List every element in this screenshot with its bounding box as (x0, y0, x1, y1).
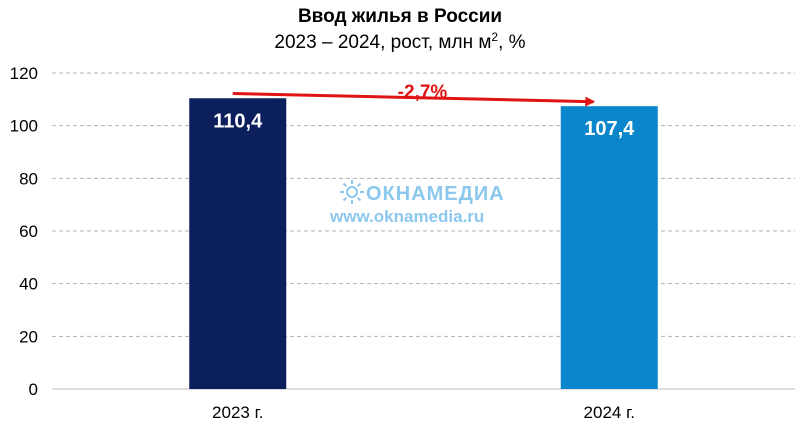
chart-title: Ввод жилья в России (298, 6, 502, 27)
y-tick-label: 60 (19, 222, 38, 241)
subtitle-main: 2023 – 2024, рост, млн м (274, 32, 491, 53)
sun-logo-icon (340, 180, 364, 204)
gridlines (52, 72, 795, 337)
watermark: ОКНАМЕДИА www.oknamedia.ru (329, 180, 505, 226)
chart-subtitle: 2023 – 2024, рост, млн м2, % (274, 30, 525, 53)
subtitle-superscript: 2 (491, 30, 498, 44)
bar (560, 106, 658, 390)
bar-value-label: 107,4 (584, 118, 635, 140)
bars: 110,4 107,4 (189, 98, 658, 390)
subtitle-tail: , % (498, 32, 526, 53)
y-tick-label: 40 (19, 275, 38, 294)
watermark-brand: ОКНАМЕДИА (366, 183, 505, 205)
y-tick-label: 20 (19, 327, 38, 346)
x-tick-label: 2023 г. (212, 403, 263, 422)
y-tick-label: 80 (19, 169, 38, 188)
watermark-url: www.oknamedia.ru (329, 207, 484, 226)
change-label: -2,7% (398, 82, 448, 103)
x-tick-label: 2024 г. (584, 403, 635, 422)
y-tick-label: 0 (29, 380, 38, 399)
x-axis-labels: 2023 г. 2024 г. (212, 403, 635, 422)
y-axis-ticks: 0 20 40 60 80 100 120 (10, 64, 38, 399)
bar-value-label: 110,4 (213, 110, 263, 132)
bar (189, 98, 287, 389)
change-arrow (232, 92, 596, 107)
y-tick-label: 120 (10, 64, 38, 83)
y-tick-label: 100 (10, 117, 38, 136)
